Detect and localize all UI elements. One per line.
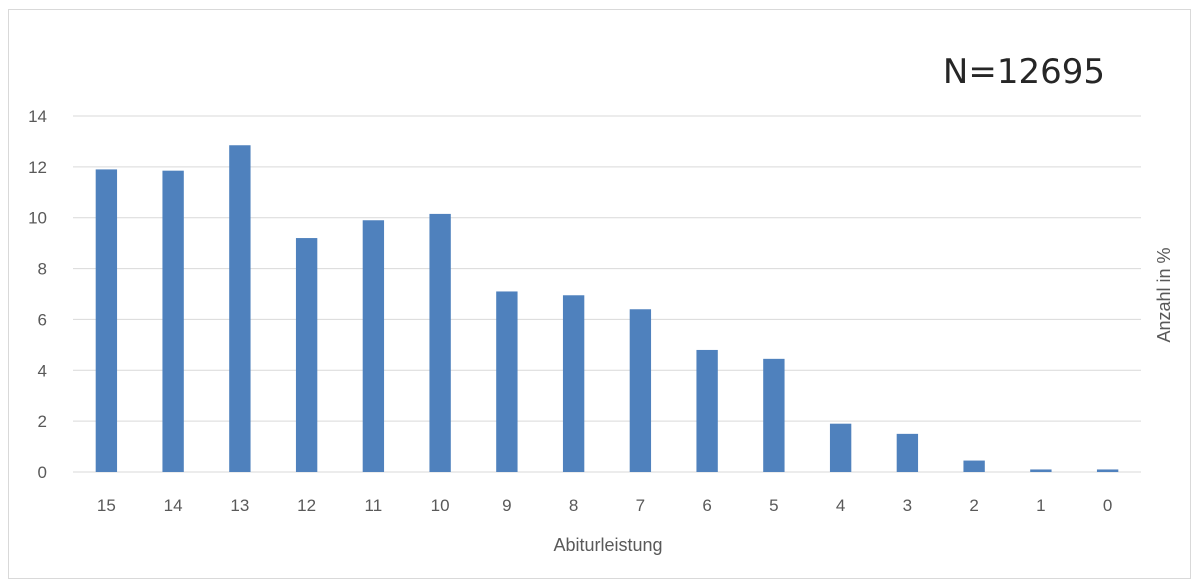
bar-11 [362,220,385,472]
y-tick-label: 6 [38,310,47,329]
y-axis-title: Anzahl in % [1154,247,1174,342]
x-tick-label: 3 [903,496,912,515]
x-tick-label: 10 [431,496,450,515]
x-tick-label: 9 [502,496,511,515]
x-tick-label: 14 [164,496,183,515]
chart-frame [8,9,1191,579]
y-tick-labels: 0 2 4 6 8 10 12 14 [28,107,47,482]
bar-12 [295,238,318,472]
x-tick-label: 2 [969,496,978,515]
x-axis-title: Abiturleistung [553,535,662,555]
x-tick-label: 1 [1036,496,1045,515]
bar-4 [829,423,852,472]
y-tick-label: 14 [28,107,47,126]
y-tick-label: 2 [38,412,47,431]
sample-size-annotation: N=12695 [943,52,1105,92]
bar-9 [496,291,518,472]
bar-13 [229,145,251,472]
grid-lines [73,115,1141,473]
y-tick-label: 0 [38,463,47,482]
bar-15 [95,169,118,472]
x-tick-label: 4 [836,496,845,515]
x-tick-label: 11 [365,496,383,515]
bar-0 [1096,469,1119,472]
bar-8 [562,295,585,472]
x-tick-labels: 15 14 13 12 11 10 9 8 7 6 5 4 3 2 1 0 [97,496,1112,515]
bar-6 [696,349,718,472]
bar-5 [763,358,785,472]
x-tick-label: 0 [1103,496,1112,515]
bar-1 [1030,469,1052,472]
bar-10 [429,213,451,472]
bars [95,145,1119,472]
bar-14 [162,170,184,472]
x-tick-label: 5 [769,496,778,515]
x-tick-label: 7 [636,496,645,515]
y-tick-label: 10 [28,209,47,228]
x-tick-label: 15 [97,496,116,515]
bar-7 [629,309,652,472]
y-tick-label: 8 [38,260,47,279]
bar-3 [896,433,919,472]
y-tick-label: 12 [28,158,47,177]
y-tick-label: 4 [38,361,47,380]
x-tick-label: 8 [569,496,578,515]
x-tick-label: 12 [297,496,316,515]
bar-2 [963,460,985,472]
x-tick-label: 13 [230,496,249,515]
x-tick-label: 6 [702,496,711,515]
